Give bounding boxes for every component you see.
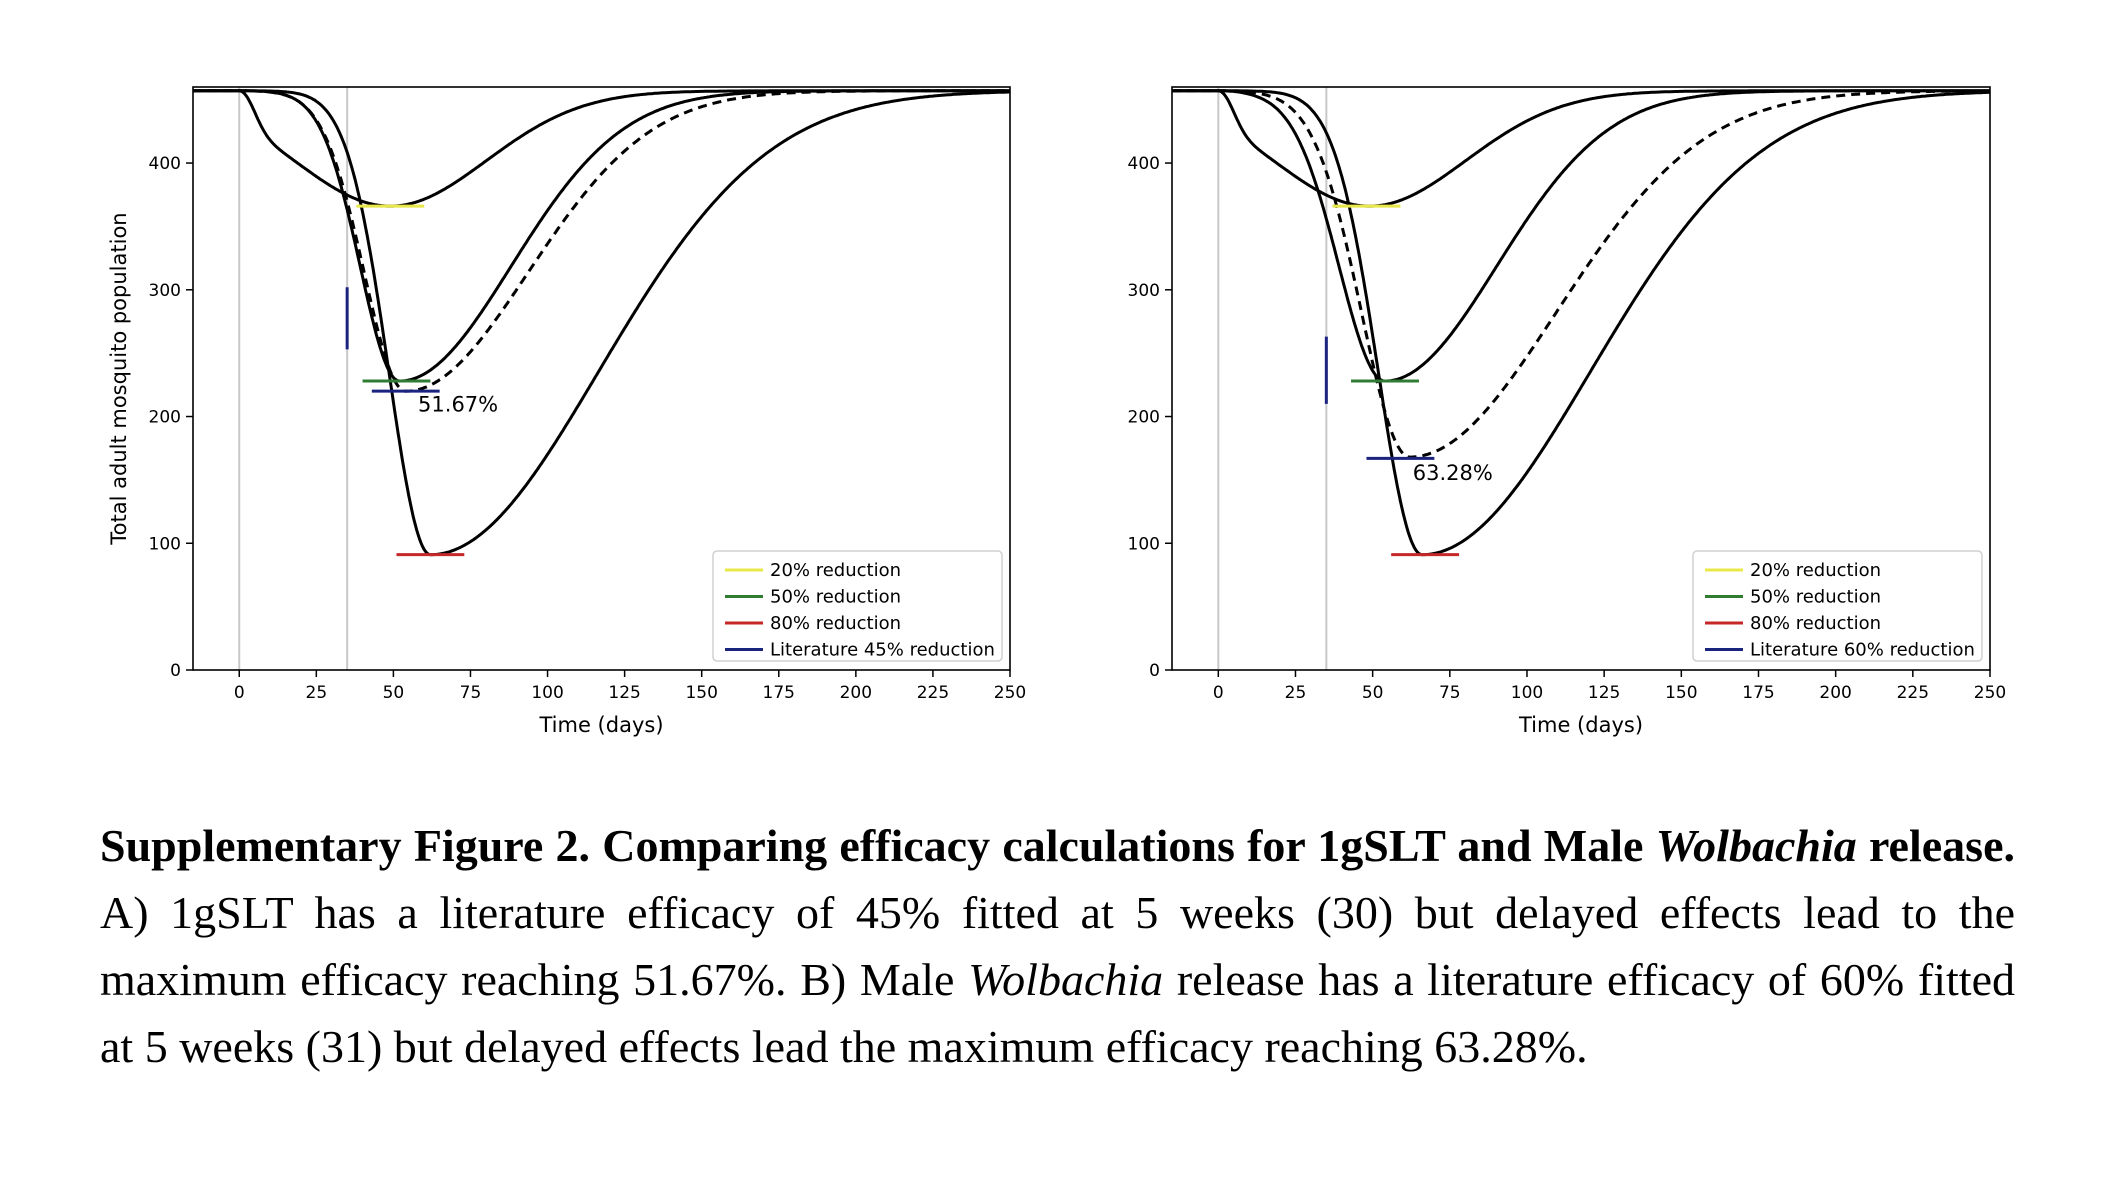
series-curve-3 [1172, 89, 1991, 557]
panel-b-chart: 63.28% 0 25 50 75 100 125 150 175 200 225 250 0 100 20… [1128, 86, 2006, 737]
series-curve-2 [1172, 89, 1990, 459]
x-tick-label-9: 225 [917, 683, 949, 703]
y-tick-label-2: 200 [1128, 408, 1160, 428]
y-tick-label-4: 400 [1128, 154, 1160, 174]
x-tick-label-9: 225 [1897, 683, 1929, 703]
x-tick-label-4: 100 [1511, 683, 1543, 703]
x-tick-label-3: 75 [460, 683, 482, 703]
efficacy-annotation: 51.67% [418, 392, 498, 416]
caption-text-b: release has a literature efficacy of 60%… [100, 954, 2015, 1072]
x-tick-label-0: 0 [1213, 683, 1224, 703]
plot-frame [1171, 86, 1991, 671]
legend: 20% reduction 50% reduction 80% reduction L… [1692, 550, 1983, 662]
x-tick-label-8: 200 [840, 683, 872, 703]
x-tick-label-10: 250 [994, 683, 1026, 703]
x-tick-label-7: 175 [1742, 683, 1774, 703]
x-tick-label-6: 150 [1665, 683, 1697, 703]
x-tick-label-6: 150 [685, 683, 717, 703]
x-tick-label-8: 200 [1819, 683, 1851, 703]
x-tick-label-1: 25 [306, 683, 328, 703]
x-tick-label-5: 125 [608, 683, 640, 703]
legend-label-2: 80% reduction [1750, 613, 1881, 634]
y-tick-label-3: 300 [1128, 281, 1160, 301]
x-tick-label-10: 250 [1974, 683, 2006, 703]
series-curve-1 [193, 89, 1010, 383]
caption-bold-italic: Wolbachia [1655, 820, 1857, 871]
x-tick-label-7: 175 [763, 683, 795, 703]
x-tick-label-2: 50 [383, 683, 405, 703]
x-tick-label-2: 50 [1362, 683, 1384, 703]
y-tick-label-2: 200 [149, 408, 181, 428]
series-curve-0 [1172, 89, 1990, 208]
y-tick-label-1: 100 [149, 534, 181, 554]
caption-italic-b: Wolbachia [968, 954, 1164, 1005]
legend-label-0: 20% reduction [770, 560, 901, 581]
legend-label-1: 50% reduction [1750, 587, 1881, 608]
x-tick-label-3: 75 [1439, 683, 1461, 703]
y-tick-label-4: 400 [149, 154, 181, 174]
x-axis-title: Time (days) [538, 713, 663, 737]
x-tick-label-1: 25 [1285, 683, 1307, 703]
series-curve-3 [193, 89, 1010, 557]
caption-bold-tail: release. [1856, 820, 2015, 871]
series-curve-1 [1172, 89, 1990, 383]
panel-a-chart: 51.67% 0 25 50 75 100 125 150 175 200 225 250 0 100 20… [107, 86, 1026, 737]
legend-label-1: 50% reduction [770, 587, 901, 608]
legend-box [1692, 550, 1983, 662]
efficacy-annotation: 63.28% [1413, 461, 1493, 485]
x-tick-label-0: 0 [234, 683, 245, 703]
legend: 20% reduction 50% reduction 80% reduction L… [712, 550, 1003, 662]
y-tick-label-0: 0 [170, 661, 181, 681]
series-curve-2 [193, 89, 1010, 393]
legend-label-0: 20% reduction [1750, 560, 1881, 581]
x-tick-label-5: 125 [1588, 683, 1620, 703]
legend-label-2: 80% reduction [770, 613, 901, 634]
x-tick-label-4: 100 [531, 683, 563, 703]
figure-caption: Supplementary Figure 2. Comparing effica… [100, 812, 2015, 1080]
y-tick-label-0: 0 [1149, 661, 1160, 681]
caption-bold-lead: Supplementary Figure 2. Comparing effica… [100, 820, 1644, 871]
legend-label-3: Literature 60% reduction [1750, 640, 1975, 661]
legend-box [712, 550, 1003, 662]
x-axis-title: Time (days) [1518, 713, 1643, 737]
legend-label-3: Literature 45% reduction [770, 640, 995, 661]
caption-text-a: A) 1gSLT has a literature efficacy of 45… [100, 887, 2015, 1005]
y-tick-label-3: 300 [149, 281, 181, 301]
figure: 51.67%0 25 50 75 100 125 150 175 200 225 250010020… [107, 86, 2006, 737]
plot-frame [192, 86, 1011, 671]
y-axis-title: Total adult mosquito population [107, 212, 131, 545]
y-tick-label-1: 100 [1128, 534, 1160, 554]
